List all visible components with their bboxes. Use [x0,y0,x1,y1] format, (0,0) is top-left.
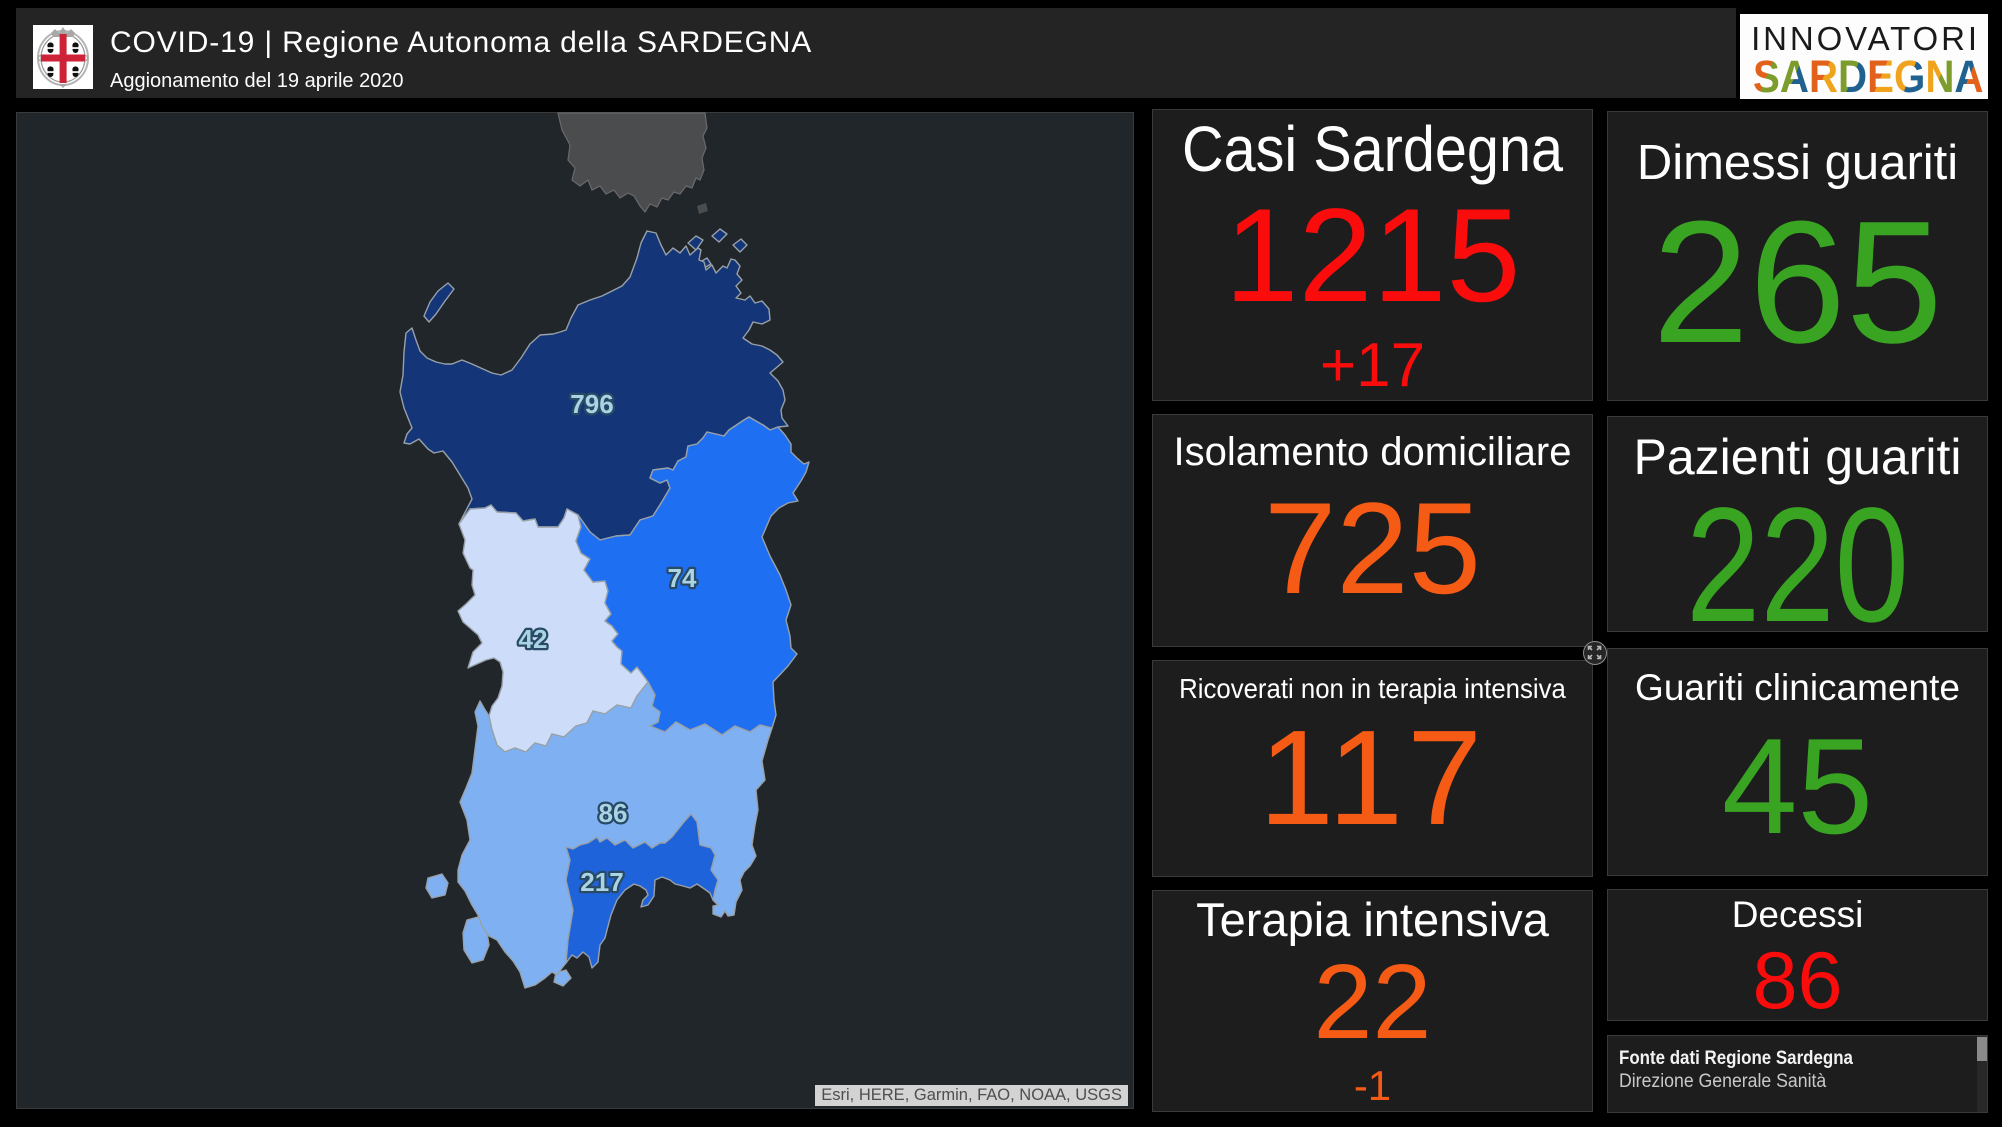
svg-text:74: 74 [668,563,697,593]
svg-text:217: 217 [580,867,623,897]
svg-text:796: 796 [570,389,613,419]
svg-text:86: 86 [599,798,628,828]
svg-text:42: 42 [519,624,548,654]
